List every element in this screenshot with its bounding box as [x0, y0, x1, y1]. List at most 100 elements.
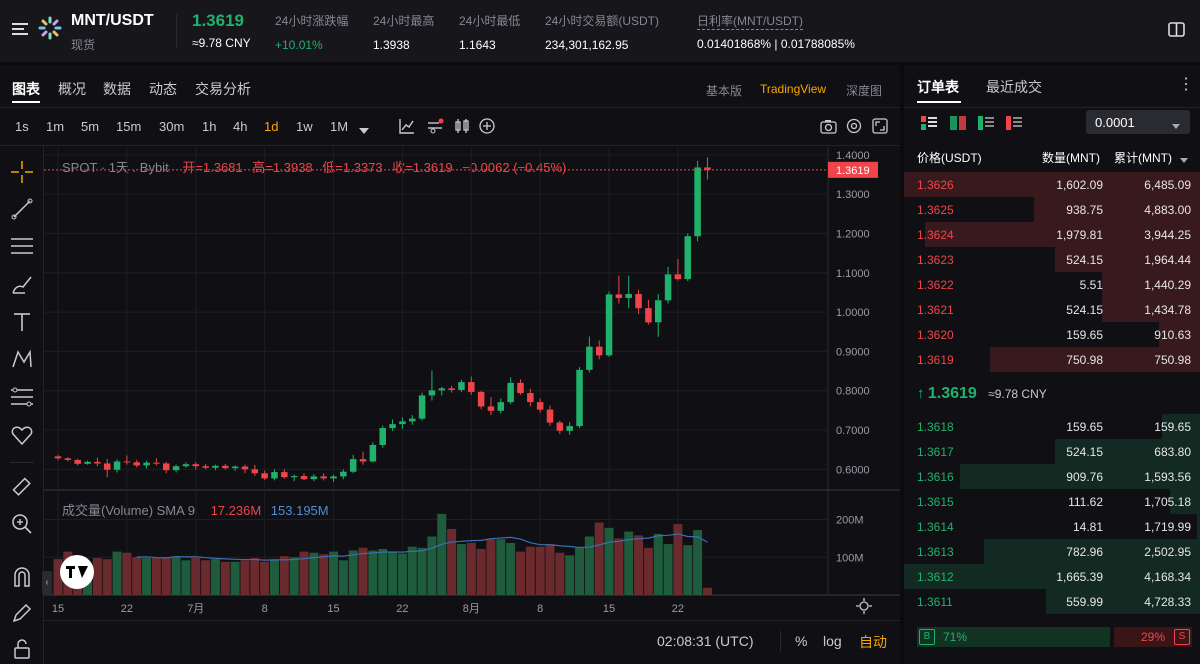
volume-legend: 成交量(Volume) SMA 9 17.236M 153.195M — [62, 500, 329, 519]
layout-icon[interactable] — [1168, 22, 1186, 38]
utc-clock[interactable]: 02:08:31 (UTC) — [657, 633, 754, 649]
tab-recent-trades[interactable]: 最近成交 — [986, 79, 1042, 95]
tab-data[interactable]: 数据 — [103, 81, 131, 97]
ask-row[interactable]: 1.3624 1,979.81 3,944.25 — [904, 222, 1200, 247]
lock-icon[interactable] — [8, 635, 36, 663]
heart-icon[interactable] — [8, 421, 36, 449]
ask-row[interactable]: 1.3620 159.65 910.63 — [904, 322, 1200, 347]
ask-row[interactable]: 1.3622 5.51 1,440.29 — [904, 272, 1200, 297]
candle — [625, 275, 632, 309]
view-depth[interactable]: 深度图 — [846, 84, 883, 98]
timeframe-1m[interactable]: 1m — [46, 119, 65, 134]
tab-overview[interactable]: 概况 — [58, 81, 86, 97]
timeframe-30m[interactable]: 30m — [159, 119, 185, 134]
crosshair-icon[interactable] — [8, 158, 36, 186]
magnet-icon[interactable] — [8, 563, 36, 591]
gear-icon[interactable] — [846, 118, 862, 137]
tab-news[interactable]: 动态 — [149, 81, 177, 97]
bid-row[interactable]: 1.3617 524.15 683.80 — [904, 439, 1200, 464]
timeframe-1s[interactable]: 1s — [15, 119, 29, 134]
tab-chart[interactable]: 图表 — [12, 81, 40, 97]
timeframe-15m[interactable]: 15m — [116, 119, 142, 134]
price-tick-label: 1.1000 — [836, 268, 870, 280]
precision-select[interactable]: 0.0001 — [1086, 110, 1190, 134]
add-icon[interactable] — [479, 118, 495, 137]
candle — [143, 460, 150, 469]
bid-qty: 159.65 — [1066, 420, 1103, 434]
bid-row[interactable]: 1.3612 1,665.39 4,168.34 — [904, 564, 1200, 589]
ask-total: 1,434.78 — [1144, 303, 1191, 317]
timeframe-1w[interactable]: 1w — [296, 119, 313, 134]
sort-icon[interactable] — [1180, 153, 1188, 167]
view-tradingview[interactable]: TradingView — [760, 82, 827, 96]
view-asks-icon[interactable] — [1006, 116, 1022, 133]
text-icon[interactable] — [8, 308, 36, 336]
view-bids-icon[interactable] — [978, 116, 994, 133]
ruler-icon[interactable] — [8, 473, 36, 501]
auto-toggle[interactable]: 自动 — [859, 634, 887, 650]
bid-row[interactable]: 1.3615 111.62 1,705.18 — [904, 489, 1200, 514]
tab-trade-analysis[interactable]: 交易分析 — [195, 81, 251, 97]
volume-bar — [466, 542, 476, 595]
volume-bar — [171, 556, 181, 595]
stat-low: 24小时最低 1.1643 — [459, 12, 520, 52]
pattern-icon[interactable] — [8, 345, 36, 373]
ask-row[interactable]: 1.3623 524.15 1,964.44 — [904, 247, 1200, 272]
view-both-icon[interactable] — [921, 116, 937, 133]
date-tick-label: 22 — [396, 603, 408, 615]
ask-row[interactable]: 1.3619 750.98 750.98 — [904, 347, 1200, 372]
camera-icon[interactable] — [820, 119, 837, 137]
view-basic[interactable]: 基本版 — [706, 84, 743, 98]
ask-total: 6,485.09 — [1144, 178, 1191, 192]
ask-qty: 1,979.81 — [1056, 228, 1103, 242]
view-split-icon[interactable] — [950, 116, 966, 133]
candlestick-chart[interactable]: 1.4000 1.3000 1.2000 1.1000 1.0000 0.9000 0.80… — [0, 65, 900, 664]
timeframe-1h[interactable]: 1h — [202, 119, 217, 134]
candle-body — [546, 409, 554, 423]
indicator-icon[interactable] — [399, 118, 415, 137]
bid-total: 1,705.18 — [1144, 495, 1191, 509]
volume-bar — [663, 544, 673, 595]
bid-row[interactable]: 1.3616 909.76 1,593.56 — [904, 464, 1200, 489]
stat-turnover: 24小时交易额(USDT) 234,301,162.95 — [545, 12, 659, 52]
mid-price-row: ↑ 1.3619 ≈9.78 CNY — [917, 385, 1047, 403]
chevron-down-icon[interactable] — [359, 124, 369, 138]
settings-lines-icon[interactable] — [427, 118, 445, 137]
candle-body — [694, 167, 701, 237]
fullscreen-icon[interactable] — [872, 118, 888, 137]
bid-row[interactable]: 1.3613 782.96 2,502.95 — [904, 539, 1200, 564]
more-icon[interactable]: ⋮ — [1178, 76, 1194, 93]
ask-row[interactable]: 1.3625 938.75 4,883.00 — [904, 197, 1200, 222]
stat-rate[interactable]: 日利率(MNT/USDT) 0.01401868% | 0.01788085% — [697, 12, 855, 51]
tab-orderbook[interactable]: 订单表 — [917, 79, 959, 95]
timeframe-1M[interactable]: 1M — [330, 119, 349, 134]
trend-line-icon[interactable] — [8, 195, 36, 223]
timeframe-5m[interactable]: 5m — [81, 119, 100, 134]
fib-icon[interactable] — [8, 383, 36, 411]
timeframe-4h[interactable]: 4h — [233, 119, 248, 134]
volume-bar — [348, 550, 358, 595]
candle-type-icon[interactable] — [454, 118, 470, 137]
percent-toggle[interactable]: % — [795, 633, 808, 649]
zoom-in-icon[interactable] — [8, 510, 36, 538]
bid-price: 1.3615 — [917, 495, 954, 509]
bid-row[interactable]: 1.3611 559.99 4,728.33 — [904, 589, 1200, 614]
menu-icon[interactable] — [12, 21, 30, 37]
brush-icon[interactable] — [8, 270, 36, 298]
last-price-cny: ≈9.78 CNY — [192, 36, 251, 50]
bid-row[interactable]: 1.3614 14.81 1,719.99 — [904, 514, 1200, 539]
buy-sell-ratio: B 71% 29% S — [917, 627, 1192, 647]
pencil-icon[interactable] — [8, 599, 36, 627]
timeframe-1d[interactable]: 1d — [264, 119, 279, 134]
pair-name[interactable]: MNT/USDT — [71, 12, 154, 29]
ask-price: 1.3623 — [917, 253, 954, 267]
scroll-left-icon[interactable]: ‹ — [42, 571, 52, 595]
legend-change: −0.0062 (−0.45%) — [462, 160, 567, 175]
axis-settings-icon[interactable] — [856, 598, 872, 617]
horizontal-lines-icon[interactable] — [8, 232, 36, 260]
ask-row[interactable]: 1.3621 524.15 1,434.78 — [904, 297, 1200, 322]
bid-price: 1.3612 — [917, 570, 954, 584]
log-toggle[interactable]: log — [823, 633, 842, 649]
bid-row[interactable]: 1.3618 159.65 159.65 — [904, 414, 1200, 439]
ask-row[interactable]: 1.3626 1,602.09 6,485.09 — [904, 172, 1200, 197]
